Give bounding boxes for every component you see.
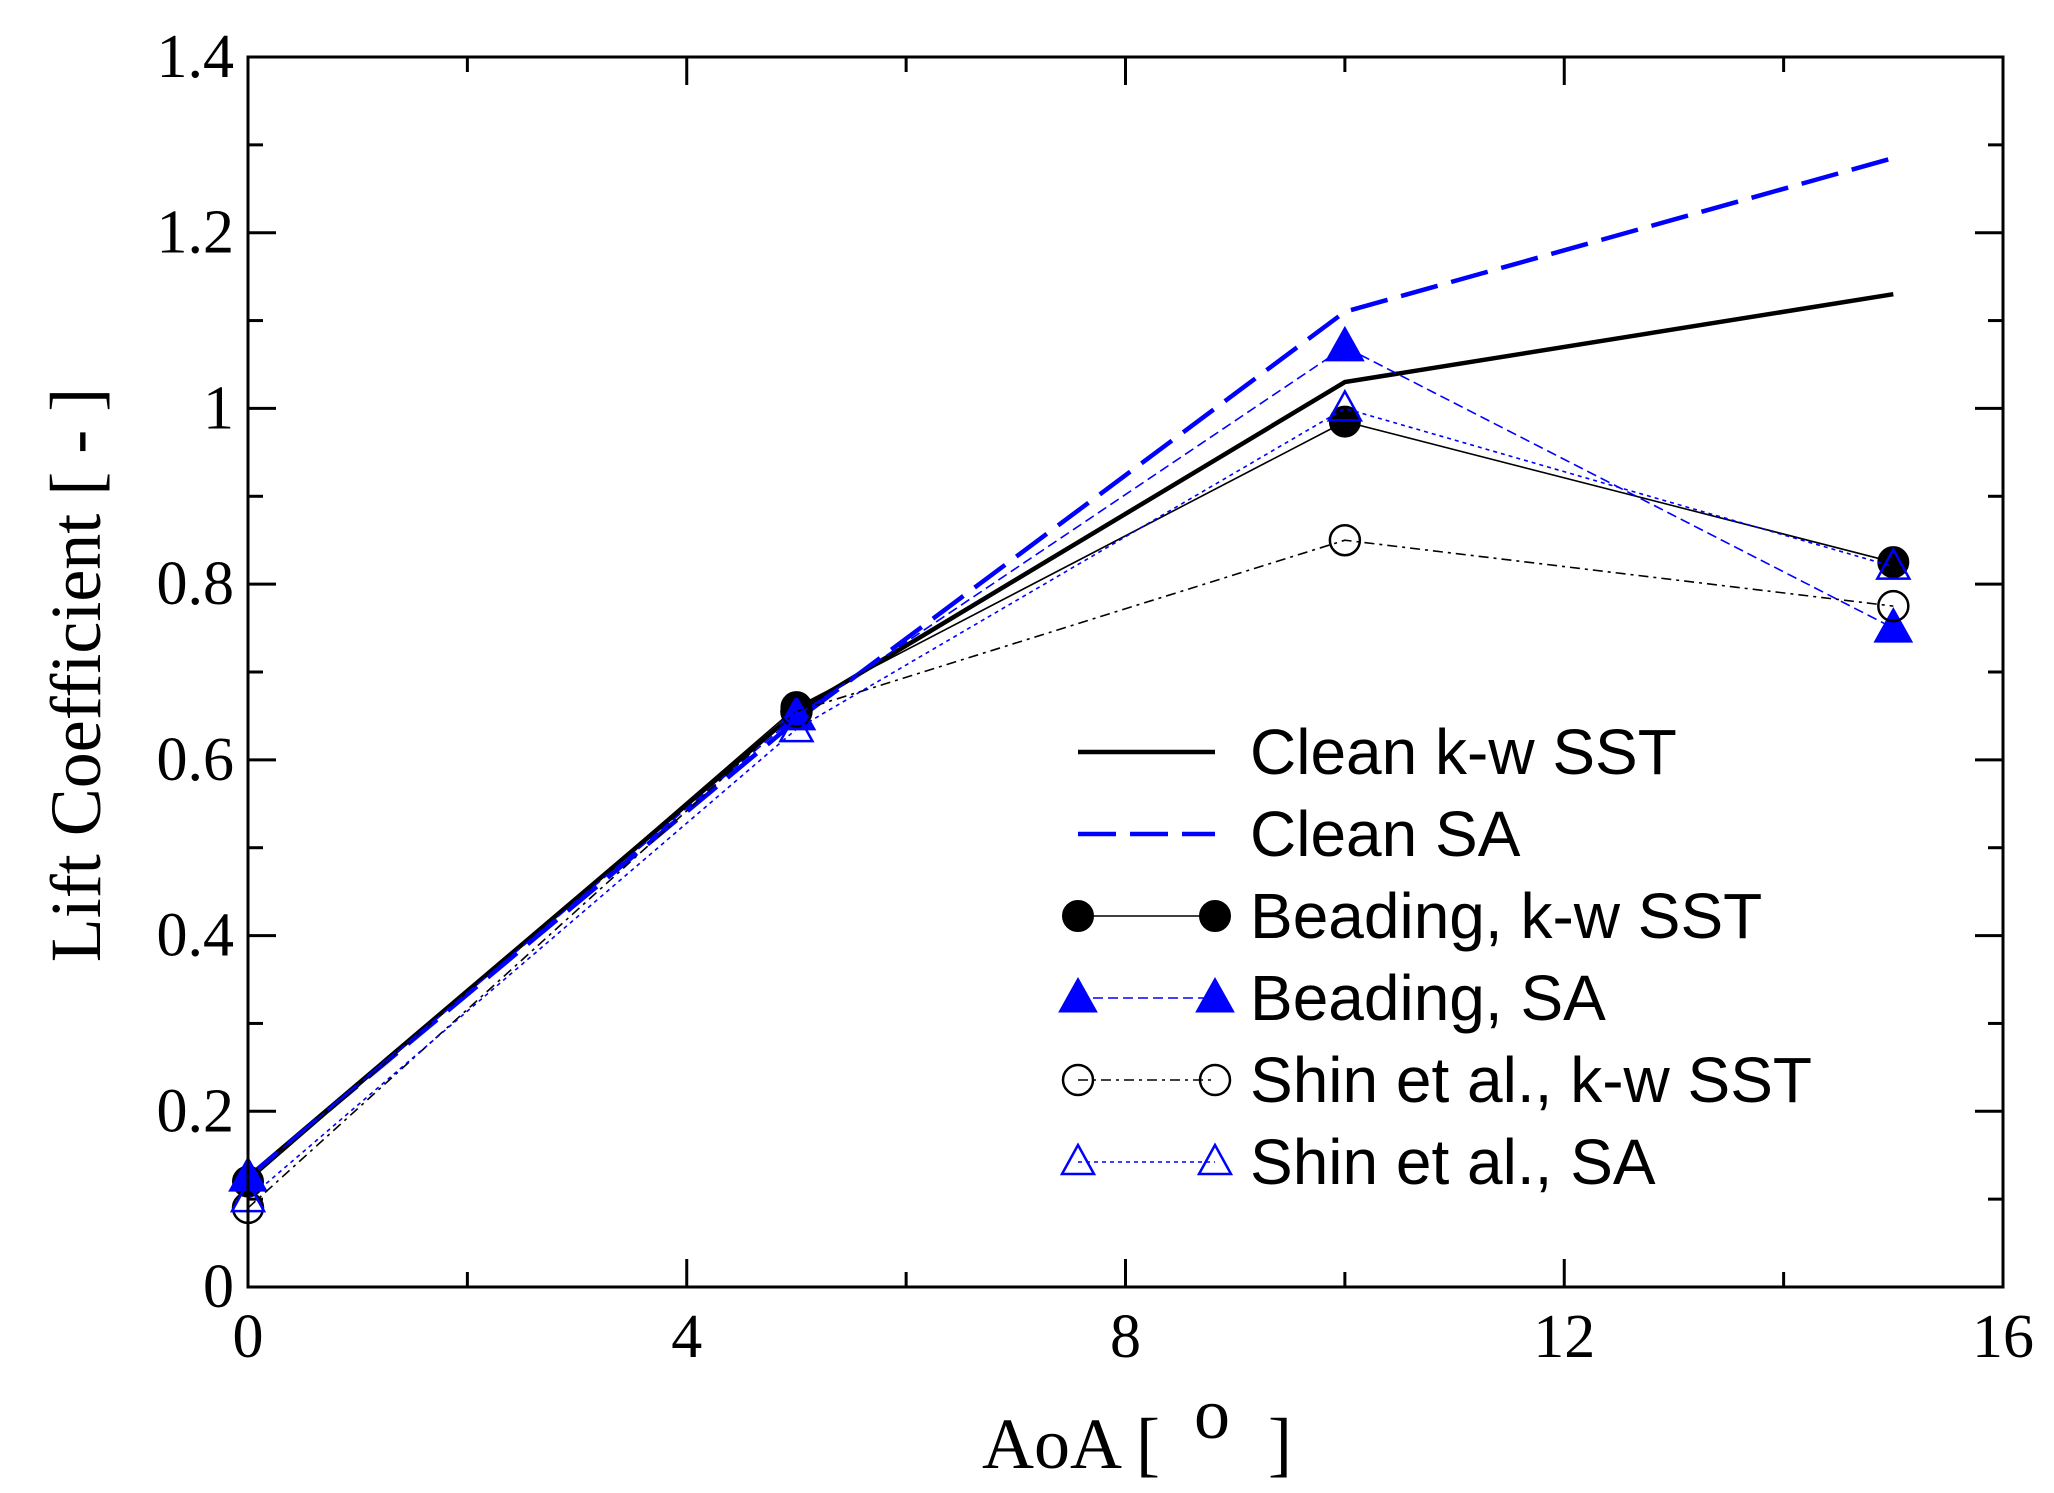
- data-point: [1877, 589, 1910, 623]
- y-tick-label: 0: [203, 1253, 234, 1321]
- y-tick-label: 1.4: [157, 23, 235, 91]
- legend-swatch-marker: [1058, 976, 1098, 1013]
- x-axis-title: AoA [: [982, 1404, 1160, 1484]
- legend-swatch-marker: [1198, 1063, 1232, 1097]
- data-point: [1325, 325, 1365, 362]
- series-layer: [228, 155, 1914, 1225]
- x-tick-label: 16: [1972, 1303, 2034, 1371]
- data-point: [780, 695, 813, 728]
- series-line: [247, 420, 1894, 1183]
- y-tick-label: 0.8: [157, 550, 235, 618]
- legend-swatch-marker: [1196, 1142, 1234, 1176]
- series-line: [247, 407, 1894, 1200]
- legend-swatch-marker: [1199, 900, 1231, 932]
- x-axis-title-end: ]: [1268, 1404, 1292, 1484]
- tick-labels: 0 4 8 12 16 0 0.2 0.4 0.6 0.8 1 1.2 1.4: [157, 23, 2035, 1371]
- legend-swatch-marker: [1195, 976, 1235, 1013]
- legend-label: Shin et al., k-w SST: [1250, 1044, 1812, 1116]
- legend-label: Clean SA: [1250, 798, 1521, 870]
- legend-swatch-marker: [1059, 1142, 1097, 1176]
- y-tick-label: 1.2: [157, 199, 235, 267]
- plot-frame: [246, 55, 2005, 1289]
- data-point: [1326, 388, 1363, 422]
- y-tick-label: 0.2: [157, 1077, 235, 1145]
- legend-label: Beading, k-w SST: [1250, 880, 1762, 952]
- legend-item: Shin et al., SA: [1059, 1126, 1656, 1198]
- legend-label: Shin et al., SA: [1250, 1126, 1656, 1198]
- data-point: [1328, 523, 1362, 557]
- y-axis-title: Lift Coefficient [ - ]: [36, 388, 116, 962]
- data-point: [778, 709, 815, 743]
- legend-item: Beading, SA: [1058, 962, 1606, 1034]
- x-tick-label: 12: [1533, 1303, 1595, 1371]
- legend-label: Clean k-w SST: [1250, 716, 1677, 788]
- series-5: [231, 523, 1910, 1225]
- x-tick-label: 8: [1110, 1303, 1141, 1371]
- series-2: [246, 155, 1894, 1179]
- legend-swatch-marker: [1062, 900, 1094, 932]
- data-point: [1875, 546, 1912, 580]
- legend-item: Beading, k-w SST: [1062, 880, 1762, 952]
- x-axis-title-sup: o: [1194, 1374, 1230, 1454]
- series-line: [247, 539, 1894, 1209]
- legend-label: Beading, SA: [1250, 962, 1606, 1034]
- x-tick-label: 4: [671, 1303, 702, 1371]
- legend-item: Clean k-w SST: [1078, 716, 1677, 788]
- y-tick-label: 0.6: [157, 726, 235, 794]
- y-tick-label: 0.4: [157, 902, 235, 970]
- legend: Clean k-w SST Clean SA Beading, k-w SST Bea…: [1058, 716, 1812, 1198]
- series-line: [246, 155, 1894, 1179]
- legend-swatch-marker: [1061, 1063, 1095, 1097]
- legend-item: Shin et al., k-w SST: [1061, 1044, 1812, 1116]
- y-tick-label: 1: [203, 374, 234, 442]
- data-point: [1873, 607, 1914, 643]
- legend-item: Clean SA: [1078, 798, 1521, 870]
- x-tick-label: 0: [233, 1303, 264, 1371]
